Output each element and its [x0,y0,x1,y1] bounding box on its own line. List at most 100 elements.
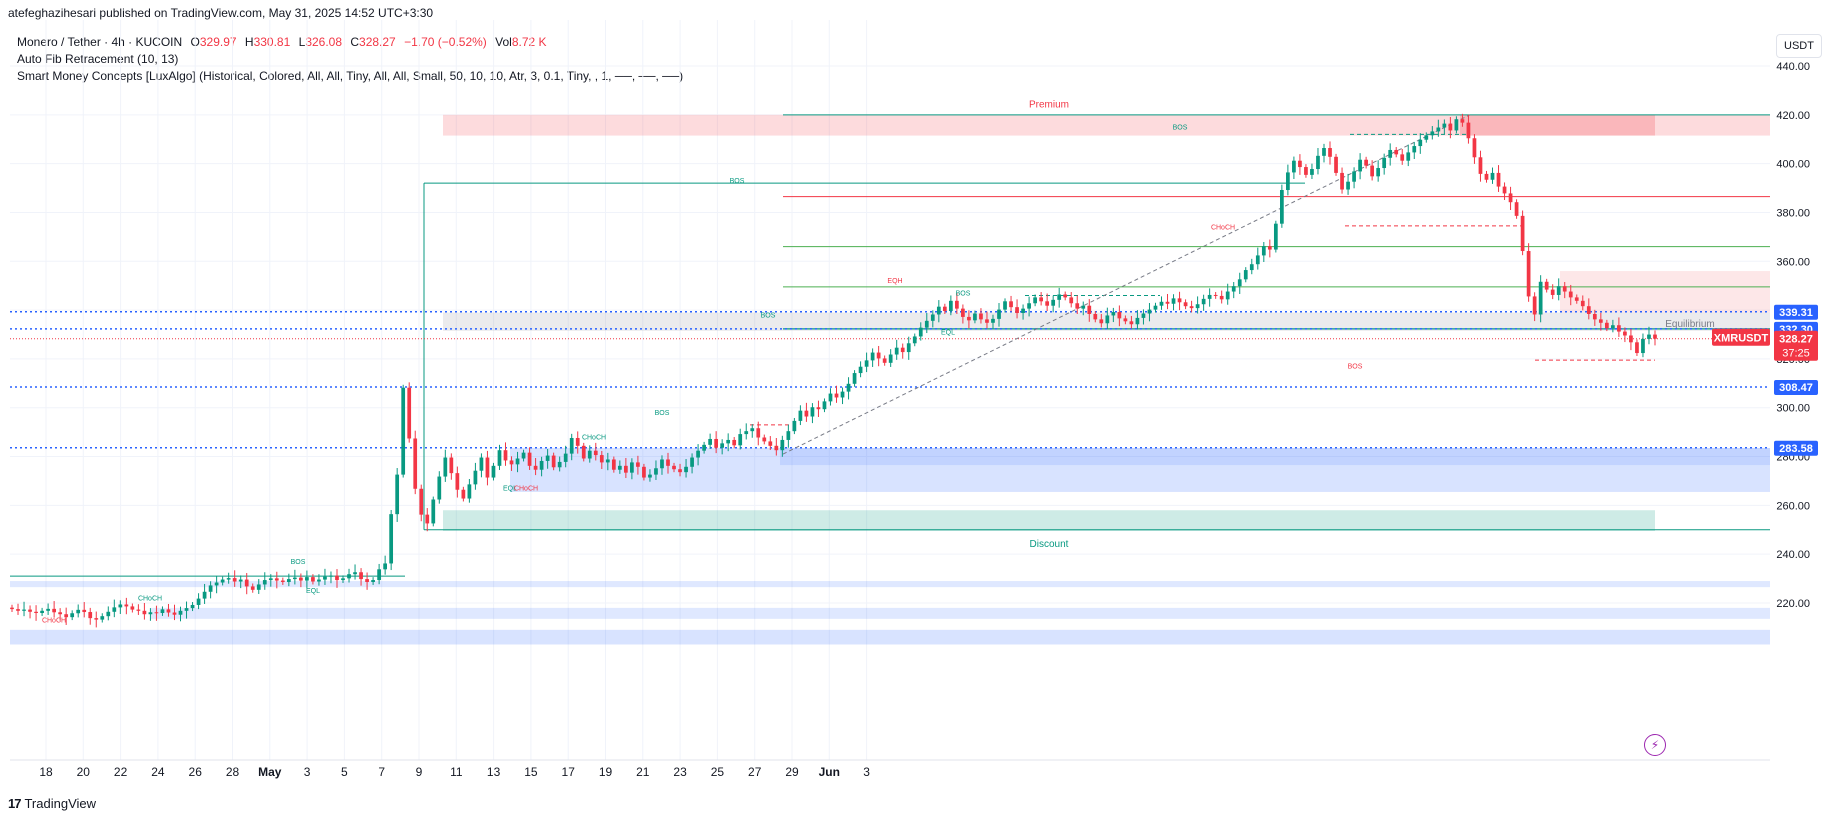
candle-body [654,468,658,475]
indicator-smc[interactable]: Smart Money Concepts [LuxAlgo] (Historic… [17,69,684,83]
ohlc-row[interactable]: Monero / Tether · 4h · KUCOIN O329.97 H3… [17,34,683,51]
candle-body [581,445,586,459]
candle-body [1653,334,1657,339]
demand-zone-1 [10,581,1770,588]
candle-body [569,437,574,454]
candle-body [804,410,809,417]
candle-body [1635,342,1639,354]
candle-body [1352,171,1356,182]
lightning-icon[interactable]: ⚡ [1644,734,1666,756]
candle-body [593,450,598,456]
candle-body [666,459,670,466]
smc-label: BOS [655,410,670,417]
candle-body [124,604,129,607]
x-tick-label: 22 [114,765,128,779]
y-tick-label: 220.00 [1776,598,1810,610]
tradingview-logo-icon[interactable]: 17 [8,796,22,811]
candle-body [551,455,556,468]
y-tick-label: 240.00 [1776,549,1810,561]
candle-body [323,576,327,580]
candle-body [1478,157,1483,174]
candle-body [250,586,255,590]
candle-body [1093,313,1098,320]
candle-body [286,579,291,583]
candle-body [1623,331,1627,336]
candle-body [1111,312,1116,316]
candle-body [545,455,550,461]
candle-body [888,354,893,363]
candle-body [660,459,664,469]
candle-body [744,431,749,435]
smc-label: BOS [761,312,776,319]
candle-body [648,474,652,478]
candle-body [497,450,502,466]
candle-body [262,580,267,585]
change-value: −1.70 (−0.52%) [404,35,487,49]
candle-body [515,458,520,465]
candle-body [720,443,725,448]
candle-body [329,575,333,577]
vol-value: 8.72 K [511,35,547,49]
candle-body [1520,215,1525,252]
candle-body [305,577,309,581]
candle-body [1484,173,1489,180]
candle-body [876,352,881,359]
candle-body [961,308,965,317]
candle-body [1568,291,1573,298]
x-tick-label: 21 [636,765,650,779]
candle-body [389,514,394,564]
currency-selector[interactable]: USDT [1776,34,1822,58]
y-tick-label: 260.00 [1776,500,1810,512]
candle-body [1436,127,1441,132]
candle-body [130,606,135,610]
smc-label: CHoCH [42,618,66,625]
candle-body [822,401,827,410]
candle-body [1045,301,1050,306]
candle-body [1123,318,1128,322]
candle-body [1358,159,1362,172]
y-tick-label: 400.00 [1776,159,1810,171]
candle-body [714,438,719,448]
candle-body [1316,155,1320,170]
low-label: L [298,35,306,49]
candle-body [1424,135,1429,140]
candle-body [1183,302,1188,307]
symbol-title[interactable]: Monero / Tether · 4h · KUCOIN [17,35,183,49]
candle-body [985,319,989,323]
candle-body [268,578,273,581]
candle-body [948,300,953,312]
candle-body [870,352,875,361]
candle-body [461,489,466,499]
candle-body [1526,251,1531,297]
footer-brand[interactable]: TradingView [24,796,97,811]
smc-label: EQL [503,486,517,493]
open-value: 329.97 [199,35,237,49]
candle-body [166,609,171,613]
candle-body [1376,168,1381,177]
candle-body [708,438,712,445]
x-tick-label: 20 [77,765,91,779]
x-tick-label: 19 [599,765,613,779]
candle-body [1141,313,1146,318]
candle-body [575,437,580,446]
candle-body [1538,281,1543,315]
candle-body [533,465,538,470]
candle-body [347,574,351,579]
candle-body [1135,317,1140,325]
candle-body [1604,322,1609,329]
price-tag [1774,380,1818,396]
smc-label: BOS [730,178,745,185]
candle-body [1153,305,1158,310]
indicator-fib[interactable]: Auto Fib Retracement (10, 13) [17,52,179,66]
candle-body [1099,319,1104,324]
candle-body [816,407,821,410]
candle-body [587,450,592,459]
x-tick-label: 28 [226,765,240,779]
candle-body [311,577,315,582]
close-label: C [350,35,360,49]
candle-body [467,484,472,499]
candle-body [46,608,50,611]
candle-body [1442,123,1447,128]
candle-body [1400,154,1405,161]
